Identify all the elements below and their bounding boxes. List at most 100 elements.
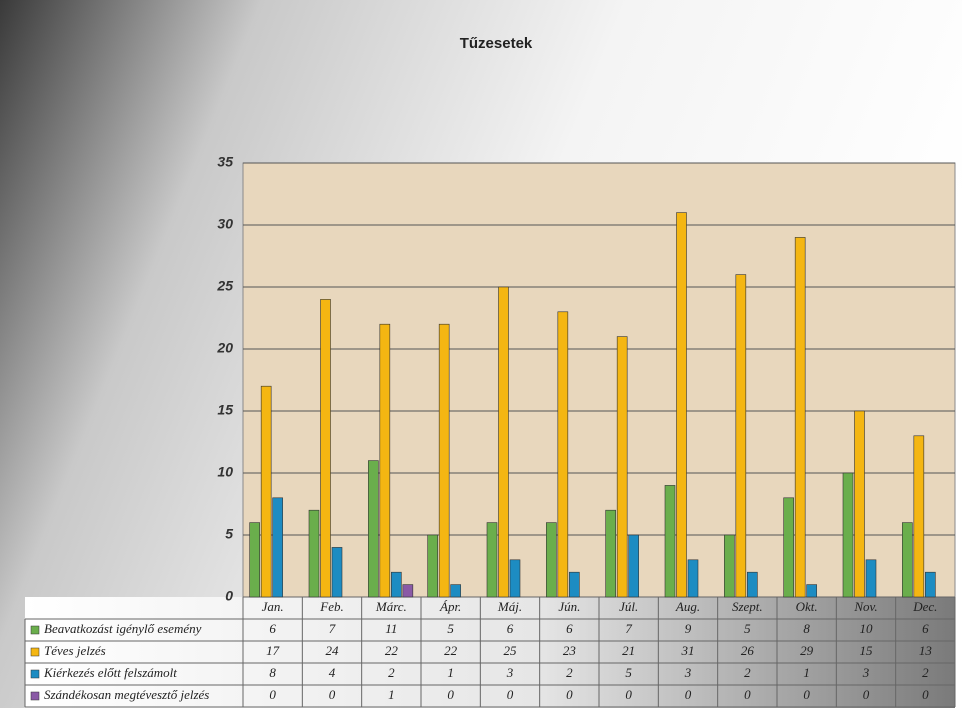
table-value: 22 xyxy=(444,643,458,658)
y-tick-label: 10 xyxy=(217,464,233,480)
legend-swatch xyxy=(30,625,40,635)
table-value: 0 xyxy=(269,687,276,702)
table-value: 2 xyxy=(388,665,395,680)
table-value: 0 xyxy=(447,687,454,702)
table-value: 5 xyxy=(744,621,751,636)
bar xyxy=(902,522,913,598)
y-tick-label: 30 xyxy=(217,216,233,232)
bar xyxy=(486,522,498,598)
table-value: 0 xyxy=(329,687,336,702)
bar xyxy=(509,559,521,598)
table-value: 13 xyxy=(919,643,933,658)
table-value: 5 xyxy=(447,621,454,636)
table-value: 4 xyxy=(329,665,336,680)
x-tick-label: Ápr. xyxy=(439,599,461,614)
data-table xyxy=(25,597,955,708)
bar xyxy=(368,460,379,598)
bar xyxy=(402,584,414,598)
table-value: 1 xyxy=(803,665,810,680)
bar xyxy=(794,237,806,598)
bar xyxy=(735,274,747,598)
x-tick-label: Jún. xyxy=(558,599,580,614)
bar xyxy=(724,534,735,598)
table-value: 0 xyxy=(625,687,632,702)
legend-label: Téves jelzés xyxy=(44,643,106,658)
table-value: 7 xyxy=(625,621,632,636)
table-value: 11 xyxy=(385,621,397,636)
bar xyxy=(272,497,283,598)
y-tick-label: 35 xyxy=(217,154,233,170)
bar xyxy=(320,299,331,598)
y-tick-label: 5 xyxy=(225,526,233,542)
legend-label: Beavatkozást igénylő esemény xyxy=(44,621,202,636)
bar xyxy=(569,571,580,598)
bar xyxy=(557,311,569,598)
bar xyxy=(427,534,438,598)
table-value: 0 xyxy=(744,687,751,702)
bar xyxy=(913,435,925,598)
table-value: 5 xyxy=(625,665,632,680)
bar xyxy=(249,522,260,598)
table-value: 25 xyxy=(504,643,518,658)
table-value: 6 xyxy=(269,621,276,636)
x-tick-label: Jan. xyxy=(262,599,284,614)
table-value: 3 xyxy=(862,665,870,680)
table-value: 8 xyxy=(803,621,810,636)
table-value: 10 xyxy=(860,621,874,636)
table-value: 6 xyxy=(507,621,514,636)
bar xyxy=(628,534,639,598)
x-tick-label: Aug. xyxy=(675,599,700,614)
legend-label: Szándékosan megtévesztő jelzés xyxy=(44,687,209,702)
bar xyxy=(687,559,699,598)
table-value: 23 xyxy=(563,643,577,658)
table-value: 17 xyxy=(266,643,280,658)
x-tick-label: Dec. xyxy=(912,599,937,614)
table-value: 29 xyxy=(800,643,814,658)
table-value: 24 xyxy=(326,643,340,658)
bar xyxy=(331,547,343,598)
x-tick-label: Márc. xyxy=(375,599,407,614)
legend-swatch xyxy=(30,647,40,657)
chart-title: Tűzesetek xyxy=(460,35,533,52)
bar xyxy=(379,323,391,598)
y-tick-label: 15 xyxy=(217,402,233,418)
bar xyxy=(664,485,676,598)
table-value: 7 xyxy=(329,621,336,636)
bar xyxy=(783,497,794,598)
table-value: 0 xyxy=(863,687,870,702)
x-tick-label: Szept. xyxy=(732,599,763,614)
x-tick-label: Nov. xyxy=(853,599,877,614)
table-value: 0 xyxy=(507,687,514,702)
table-value: 2 xyxy=(922,665,929,680)
bar xyxy=(391,571,402,598)
x-tick-label: Feb. xyxy=(319,599,343,614)
legend-swatch xyxy=(30,691,40,701)
bar xyxy=(616,336,628,598)
table-value: 0 xyxy=(566,687,573,702)
table-value: 21 xyxy=(622,643,635,658)
bar xyxy=(498,286,509,598)
bar xyxy=(676,212,687,598)
y-tick-label: 25 xyxy=(216,278,233,294)
bar xyxy=(747,571,758,598)
plot-area xyxy=(242,162,956,598)
table-value: 3 xyxy=(506,665,514,680)
bar xyxy=(854,410,865,598)
bar xyxy=(925,571,936,598)
table-value: 0 xyxy=(685,687,692,702)
table-value: 8 xyxy=(269,665,276,680)
table-value: 26 xyxy=(741,643,755,658)
table-value: 22 xyxy=(385,643,399,658)
x-tick-label: Okt. xyxy=(796,599,818,614)
table-value: 1 xyxy=(447,665,454,680)
table-value: 2 xyxy=(744,665,751,680)
y-tick-label: 20 xyxy=(216,340,233,356)
x-tick-label: Júl. xyxy=(619,599,638,614)
table-value: 0 xyxy=(803,687,810,702)
bar xyxy=(450,584,461,598)
table-value: 31 xyxy=(681,643,695,658)
bar xyxy=(865,559,877,598)
table-value: 15 xyxy=(860,643,874,658)
table-value: 0 xyxy=(922,687,929,702)
